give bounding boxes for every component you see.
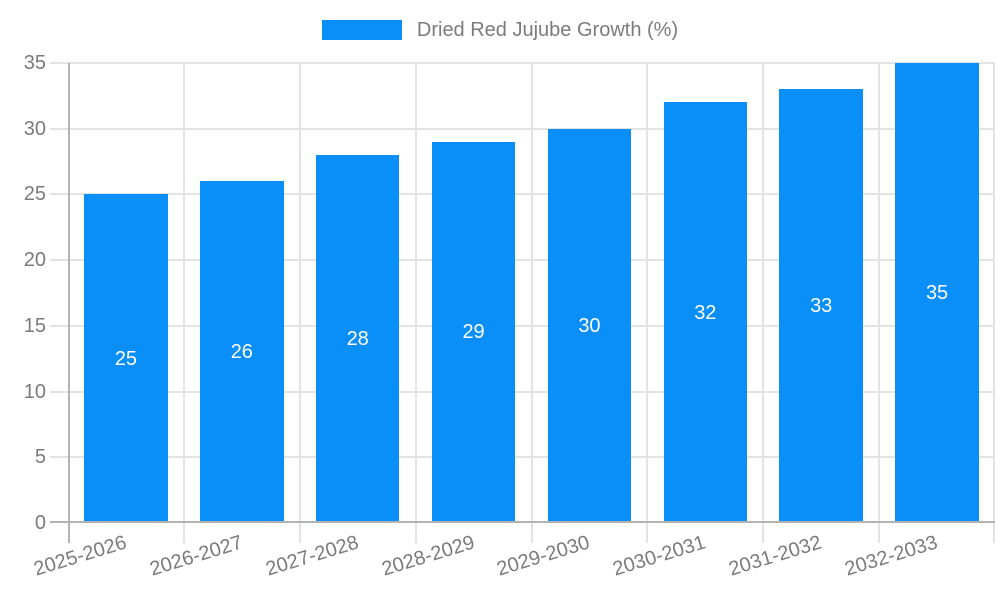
bar-value-label: 25 — [114, 347, 138, 370]
gridline-vertical — [878, 63, 881, 523]
x-axis-tick — [878, 523, 881, 543]
bar-value-label: 26 — [230, 341, 253, 364]
gridline-vertical — [762, 63, 765, 523]
bar-value-label: 30 — [578, 314, 601, 337]
bar-value-label: 33 — [810, 295, 833, 318]
y-axis-tick — [50, 62, 68, 64]
y-axis-tick — [50, 324, 68, 327]
x-axis-tick — [298, 523, 301, 543]
x-axis-tick — [182, 523, 185, 543]
y-axis-label: 35 — [23, 52, 46, 74]
y-axis-tick — [50, 193, 68, 196]
gridline-vertical — [993, 63, 995, 523]
gridline-vertical — [298, 63, 301, 523]
gridline-vertical — [182, 63, 185, 523]
x-axis-tick — [646, 523, 649, 543]
bar-value-label: 29 — [462, 321, 485, 344]
bar[interactable] — [779, 89, 863, 523]
y-axis-label: 10 — [23, 380, 46, 403]
gridline-vertical — [530, 63, 533, 523]
bar[interactable] — [84, 194, 168, 523]
bar[interactable] — [200, 181, 284, 523]
x-axis-tick — [414, 523, 417, 543]
legend: Dried Red Jujube Growth (%) — [0, 18, 1000, 42]
bar[interactable] — [315, 155, 400, 523]
gridline-vertical — [414, 63, 417, 523]
x-axis-line — [50, 521, 995, 523]
bar-value-label: 28 — [346, 328, 369, 350]
y-axis-label: 5 — [34, 446, 46, 469]
y-axis-tick — [50, 259, 68, 262]
y-axis-line — [68, 63, 70, 523]
x-axis-tick — [68, 523, 70, 543]
plot-area: 0 5 10 15 20 25 30 35 25 2025-2026 26 2026-2027 28 20… — [24, 52, 995, 580]
y-axis-label: 20 — [23, 249, 46, 272]
x-axis-tick — [762, 523, 765, 543]
bar[interactable] — [895, 63, 979, 523]
x-axis-tick — [993, 523, 995, 543]
gridline-vertical — [646, 63, 649, 523]
y-axis-label: 0 — [34, 512, 46, 534]
y-axis-label: 25 — [23, 183, 46, 206]
bar[interactable] — [663, 102, 748, 523]
y-axis-label: 30 — [23, 117, 46, 140]
bar-value-label: 35 — [925, 282, 949, 304]
x-axis-tick — [530, 523, 533, 543]
y-axis-tick — [50, 390, 68, 393]
y-axis-label: 15 — [23, 314, 46, 337]
bar-value-label: 32 — [694, 301, 717, 324]
y-axis-tick — [50, 456, 68, 459]
bar[interactable] — [547, 128, 632, 523]
y-axis-tick — [50, 127, 68, 130]
bar[interactable] — [431, 141, 516, 523]
legend-item[interactable]: Dried Red Jujube Growth (%) — [321, 18, 679, 42]
legend-swatch-icon — [321, 20, 402, 40]
legend-label: Dried Red Jujube Growth (%) — [416, 19, 679, 41]
